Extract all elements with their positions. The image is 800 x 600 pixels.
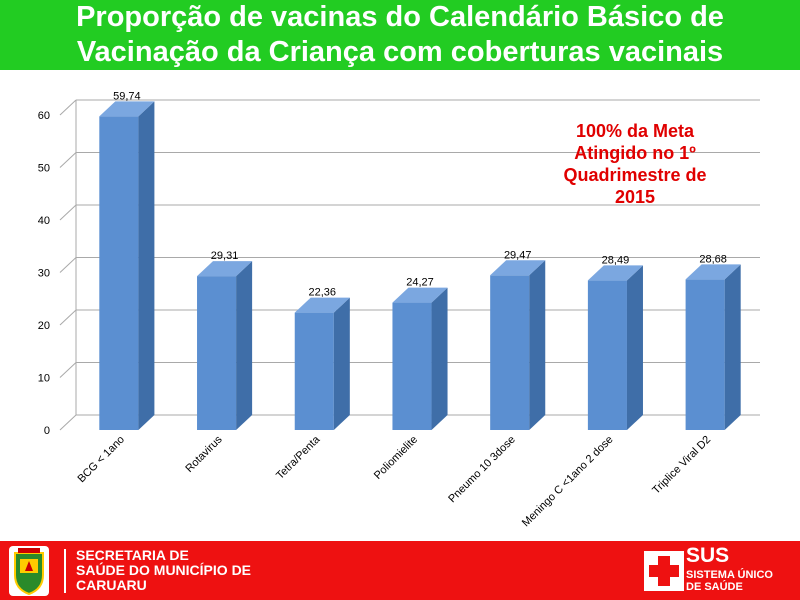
bar bbox=[294, 312, 334, 430]
x-tick-label: Pneumo 10 3dose bbox=[446, 434, 518, 506]
bar-side bbox=[724, 264, 741, 430]
bar bbox=[197, 276, 237, 430]
x-tick-label: Tetra/Penta bbox=[274, 433, 323, 482]
sus-logo: SUS SISTEMA ÚNICO DE SAÚDE bbox=[644, 544, 794, 597]
title-bar: Proporção de vacinas do Calendário Básic… bbox=[0, 0, 800, 70]
gridline-depth bbox=[59, 99, 77, 116]
y-tick-label: 60 bbox=[38, 110, 50, 122]
data-label: 29,47 bbox=[504, 249, 532, 261]
gridline-depth bbox=[59, 152, 77, 168]
footer-bar: SECRETARIA DE SAÚDE DO MUNICÍPIO DE CARU… bbox=[0, 541, 800, 600]
goal-annotation: 100% da Meta Atingido no 1º Quadrimestre… bbox=[563, 121, 707, 207]
x-tick-label: Meningo C <1ano 2 dose bbox=[520, 434, 616, 530]
bar bbox=[490, 275, 530, 430]
bar-top bbox=[392, 287, 448, 303]
bar-side bbox=[236, 261, 253, 430]
bar-chart: 0 10 20 30 40 50 60 59,74 BCG < 1ano 29,31 Rotavir… bbox=[38, 90, 760, 530]
bar bbox=[392, 302, 432, 430]
data-label: 28,68 bbox=[699, 253, 727, 265]
health-cross-icon bbox=[644, 551, 684, 591]
x-tick-label: Rotavirus bbox=[183, 433, 225, 475]
data-label: 29,31 bbox=[211, 250, 239, 262]
y-tick-label: 10 bbox=[38, 373, 50, 385]
y-tick-label: 40 bbox=[38, 215, 50, 227]
bar-side bbox=[626, 265, 643, 430]
bar bbox=[587, 280, 627, 430]
bar-top bbox=[99, 101, 155, 117]
bar bbox=[685, 279, 725, 430]
y-tick-label: 50 bbox=[38, 163, 50, 175]
municipal-crest-icon bbox=[9, 546, 49, 596]
bar-side bbox=[529, 260, 546, 430]
bar-side bbox=[333, 297, 350, 430]
x-tick-label: Triplice Viral D2 bbox=[650, 434, 713, 497]
gridline-depth bbox=[59, 362, 77, 378]
gridline-depth bbox=[59, 414, 77, 431]
footer-org-name: SECRETARIA DE SAÚDE DO MUNICÍPIO DE CARU… bbox=[76, 547, 252, 593]
data-label: 24,27 bbox=[406, 277, 434, 289]
data-label: 22,36 bbox=[309, 287, 337, 299]
gridline-depth bbox=[59, 257, 77, 273]
sus-subtitle: SISTEMA ÚNICO DE SAÚDE bbox=[686, 569, 773, 593]
footer-divider bbox=[64, 549, 66, 593]
chart-area: 0 10 20 30 40 50 60 59,74 BCG < 1ano 29,31 Rotavir… bbox=[0, 70, 800, 540]
bar-top bbox=[490, 260, 546, 276]
gridline-depth bbox=[59, 204, 77, 221]
bar-side bbox=[138, 101, 155, 431]
y-tick-label: 20 bbox=[38, 320, 50, 332]
x-tick-label: BCG < 1ano bbox=[75, 434, 127, 486]
x-tick-label: Poliomielite bbox=[372, 434, 420, 482]
bar-top bbox=[685, 264, 741, 280]
data-label: 59,74 bbox=[113, 90, 141, 102]
data-label: 28,49 bbox=[602, 254, 630, 266]
bar-top bbox=[197, 261, 253, 277]
y-tick-label: 30 bbox=[38, 268, 50, 280]
page-title: Proporção de vacinas do Calendário Básic… bbox=[76, 1, 724, 68]
bar-side bbox=[431, 287, 448, 430]
bar bbox=[99, 116, 139, 431]
y-tick-label: 0 bbox=[44, 425, 50, 437]
bar-top bbox=[294, 297, 350, 313]
bar-top bbox=[587, 265, 643, 281]
sus-wordmark: SUS bbox=[686, 544, 730, 567]
gridline-depth bbox=[59, 309, 77, 326]
